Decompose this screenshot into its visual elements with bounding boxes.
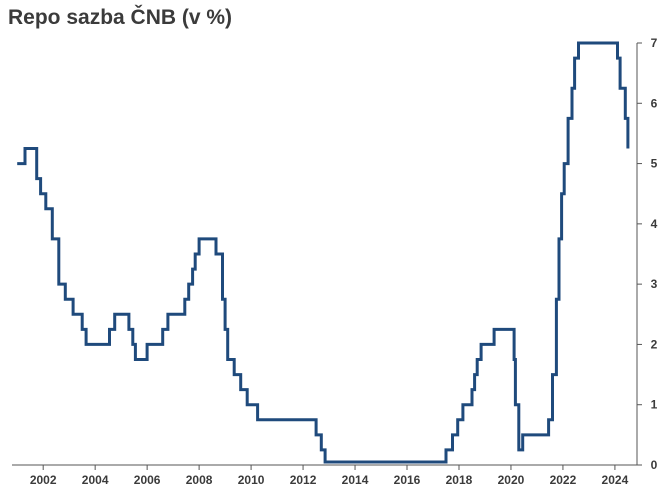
x-tick-label: 2020 <box>498 473 525 487</box>
y-tick-label: 1 <box>651 398 658 412</box>
x-axis: 2002 2004 2006 2008 2010 2012 2014 2016 2018 2020… <box>12 464 637 487</box>
x-tick-label: 2006 <box>134 473 161 487</box>
y-axis: 0 1 2 3 4 5 6 7 <box>636 36 658 472</box>
x-tick-label: 2016 <box>394 473 421 487</box>
x-tick-label: 2002 <box>30 473 57 487</box>
y-tick-label: 6 <box>651 96 658 110</box>
y-tick-label: 4 <box>651 217 658 231</box>
x-tick-label: 2022 <box>550 473 577 487</box>
y-tick-label: 0 <box>651 458 658 472</box>
y-tick-label: 7 <box>651 36 658 50</box>
x-tick-label: 2014 <box>342 473 369 487</box>
x-tick-label: 2012 <box>290 473 317 487</box>
series-layer <box>17 41 630 464</box>
y-tick-label: 2 <box>651 337 658 351</box>
repo-rate-line <box>17 41 630 464</box>
y-tick-label: 5 <box>651 157 658 171</box>
y-tick-label: 3 <box>651 277 658 291</box>
chart-title: Repo sazba ČNB (v %) <box>8 6 233 29</box>
x-tick-label: 2010 <box>238 473 265 487</box>
x-tick-label: 2004 <box>82 473 109 487</box>
x-tick-label: 2018 <box>446 473 473 487</box>
x-tick-label: 2008 <box>186 473 213 487</box>
x-tick-label: 2024 <box>602 473 629 487</box>
